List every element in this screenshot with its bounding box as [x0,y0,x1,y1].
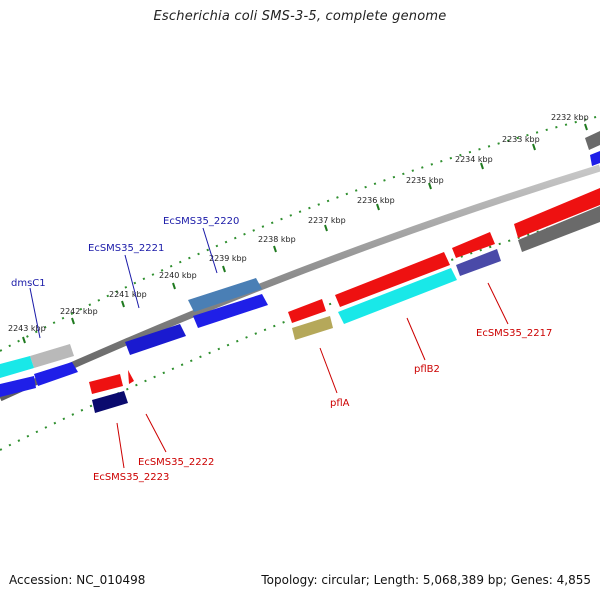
cds-forward [0,356,34,378]
tick-label: 2235 kbp [406,176,444,185]
cds-forward [0,376,36,397]
cds-forward [125,324,186,355]
gene-label-forward: EcSMS35_2221 [88,243,164,254]
tick-label: 2238 kbp [258,235,296,244]
gene-label-reverse: EcSMS35_2222 [138,457,214,468]
cds-forward [514,188,600,238]
cds-forward [188,278,262,312]
cds-forward [193,294,268,328]
cds-forward [30,344,74,368]
cds-reverse [292,316,333,340]
gene-label-forward: dmsC1 [11,278,46,289]
cds-forward [518,206,600,252]
genome-summary-text: Topology: circular; Length: 5,068,389 bp… [261,573,591,587]
cds-forward [590,151,600,166]
gene-label-reverse: EcSMS35_2217 [476,328,552,339]
map-title: Escherichia coli SMS-3-5, complete genom… [153,9,447,24]
cds-forward [456,249,501,276]
tick-label: 2241 kbp [109,290,147,299]
gene-label-reverse: pflB2 [414,364,440,375]
tick-label: 2234 kbp [455,155,493,164]
genome-backbone [0,164,600,402]
tick-label: 2239 kbp [209,254,247,263]
tick-label: 2232 kbp [551,113,589,122]
cds-forward [338,268,457,324]
gene-label-forward: EcSMS35_2220 [163,216,239,227]
tick-label: 2242 kbp [60,307,98,316]
cds-forward [452,232,495,258]
leader-lines [29,227,509,469]
tick-label: 2236 kbp [357,196,395,205]
tick-label: 2243 kbp [8,324,46,333]
tick-label: 2240 kbp [159,271,197,280]
reverse-strand-features [89,299,333,413]
accession-text: Accession: NC_010498 [9,573,146,587]
cds-forward [335,252,450,307]
cds-forward [34,362,78,386]
gene-label-reverse: EcSMS35_2223 [93,472,169,483]
cds-reverse [288,299,326,323]
tick-label: 2237 kbp [308,216,346,225]
cds-reverse [92,391,128,413]
gene-label-reverse: pflA [330,398,350,409]
outer-tick-ring [0,115,600,352]
cds-reverse [89,374,123,394]
cds-reverse [128,370,134,384]
tick-label: 2233 kbp [502,135,540,144]
major-ticks [22,123,588,344]
forward-strand-features [0,131,600,397]
cds-forward [585,131,600,150]
